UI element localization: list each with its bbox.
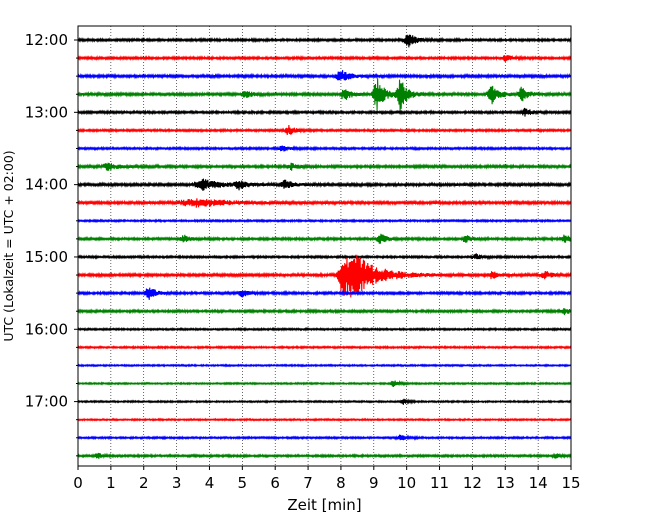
x-axis: 0 1 2 3 4 5 6 7 8 9 10 11 12 13 14 15 xyxy=(73,466,581,492)
x-tick-label: 3 xyxy=(172,474,182,492)
x-tick-label: 12 xyxy=(463,474,482,492)
x-tick-label: 7 xyxy=(303,474,313,492)
y-tick-label: 12:00 xyxy=(25,31,68,49)
trace-1230 xyxy=(77,70,572,81)
x-axis-label: Zeit [min] xyxy=(287,496,361,514)
trace-1445 xyxy=(77,233,572,244)
x-tick-label: 1 xyxy=(106,474,116,492)
trace-1645 xyxy=(77,379,572,388)
trace-1700 xyxy=(77,398,572,405)
trace-1545 xyxy=(77,307,572,316)
x-tick-label: 4 xyxy=(205,474,215,492)
trace-1400 xyxy=(77,178,572,191)
x-tick-label: 15 xyxy=(561,474,580,492)
x-tick-label: 10 xyxy=(397,474,416,492)
x-tick-label: 5 xyxy=(238,474,248,492)
trace-1530 xyxy=(77,287,572,300)
trace-1615 xyxy=(77,344,572,350)
trace-1200 xyxy=(77,34,572,48)
trace-1215 xyxy=(77,54,572,63)
trace-1730 xyxy=(77,434,572,441)
trace-1715 xyxy=(77,417,572,422)
trace-1245 xyxy=(77,78,572,111)
y-axis-label: UTC (Lokalzeit = UTC + 02:00) xyxy=(1,150,16,341)
trace-1600 xyxy=(77,326,572,332)
trace-1430 xyxy=(77,218,572,224)
trace-1745 xyxy=(77,452,572,460)
y-axis: 12:00 13:00 14:00 15:00 16:00 17:00 xyxy=(25,31,78,457)
x-tick-label: 8 xyxy=(336,474,346,492)
trace-1515 xyxy=(77,254,572,298)
trace-1300 xyxy=(77,107,572,117)
trace-group xyxy=(77,34,572,460)
y-tick-label: 15:00 xyxy=(25,248,68,266)
vertical-grid xyxy=(110,26,539,466)
plot-frame xyxy=(77,25,572,467)
x-tick-label: 14 xyxy=(529,474,548,492)
x-tick-label: 2 xyxy=(139,474,149,492)
x-tick-label: 6 xyxy=(270,474,280,492)
x-tick-label: 0 xyxy=(73,474,83,492)
trace-1630 xyxy=(77,363,572,368)
x-tick-label: 9 xyxy=(369,474,379,492)
trace-1415 xyxy=(77,198,572,208)
trace-1330 xyxy=(77,145,572,152)
x-tick-label: 11 xyxy=(430,474,449,492)
x-tick-label: 13 xyxy=(496,474,515,492)
y-tick-label: 17:00 xyxy=(25,393,68,411)
y-tick-label: 13:00 xyxy=(25,103,68,121)
trace-1500 xyxy=(77,253,572,261)
trace-1315 xyxy=(77,125,572,135)
trace-1345 xyxy=(77,162,572,171)
y-tick-label: 14:00 xyxy=(25,176,68,194)
y-tick-label: 16:00 xyxy=(25,320,68,338)
